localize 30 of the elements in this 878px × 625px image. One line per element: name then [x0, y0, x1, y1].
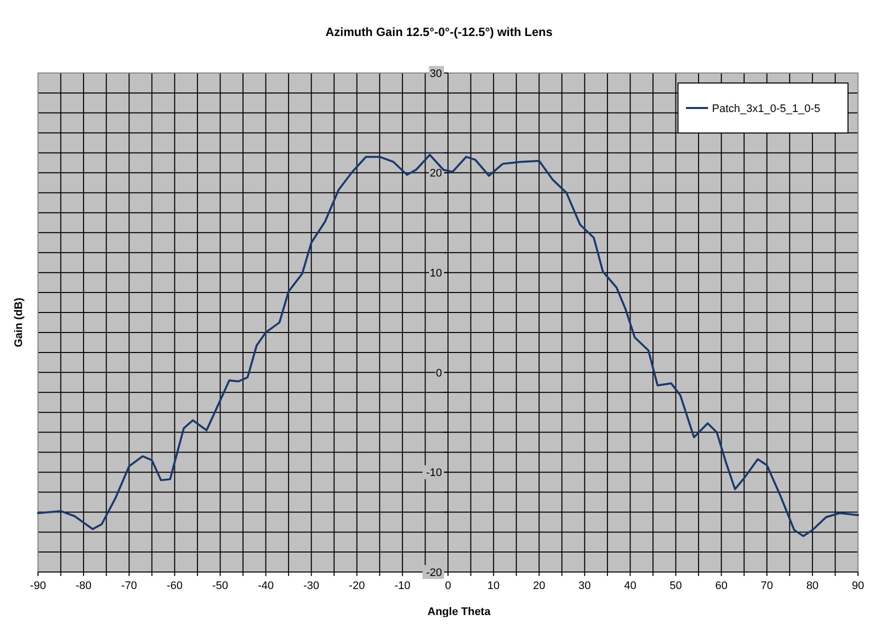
x-tick-label: 40 [624, 580, 636, 592]
y-tick-label: 10 [430, 267, 442, 280]
x-tick-label: -90 [30, 580, 46, 592]
chart-title: Azimuth Gain 12.5°-0°-(-12.5°) with Lens [325, 25, 553, 39]
y-tick-label: -20 [426, 566, 442, 579]
y-tick-label: 0 [436, 367, 442, 380]
x-tick-label: -20 [348, 580, 365, 592]
x-tick-label: -50 [212, 580, 228, 592]
y-tick-label: 20 [430, 168, 442, 180]
line-series [37, 154, 859, 538]
x-tick-label: 70 [760, 580, 774, 592]
x-tick-label: 60 [715, 580, 728, 592]
x-axis-title: Angle Theta [428, 606, 492, 618]
x-tick-label: 50 [670, 580, 682, 592]
legend-label: Patch_3x1_0-5_1_0-5 [712, 102, 820, 115]
y-tick-label: 30 [430, 68, 442, 80]
x-tick-label: 90 [852, 580, 864, 592]
x-tick-label: -40 [258, 580, 274, 592]
x-tick-label: -70 [121, 580, 138, 592]
x-tick-label: 30 [578, 580, 591, 592]
x-tick-label: 20 [532, 580, 546, 592]
x-tick-label: -60 [166, 580, 183, 592]
x-tick-label: -10 [394, 580, 410, 592]
x-tick-label: 10 [487, 580, 500, 592]
x-tick-label: -30 [303, 580, 320, 592]
x-tick-label: -80 [76, 580, 92, 592]
x-tick-label: 80 [806, 580, 819, 592]
y-tick-label: -10 [426, 467, 442, 480]
x-tick-label: 0 [444, 580, 452, 592]
y-axis-title: Gain (dB) [13, 297, 25, 348]
